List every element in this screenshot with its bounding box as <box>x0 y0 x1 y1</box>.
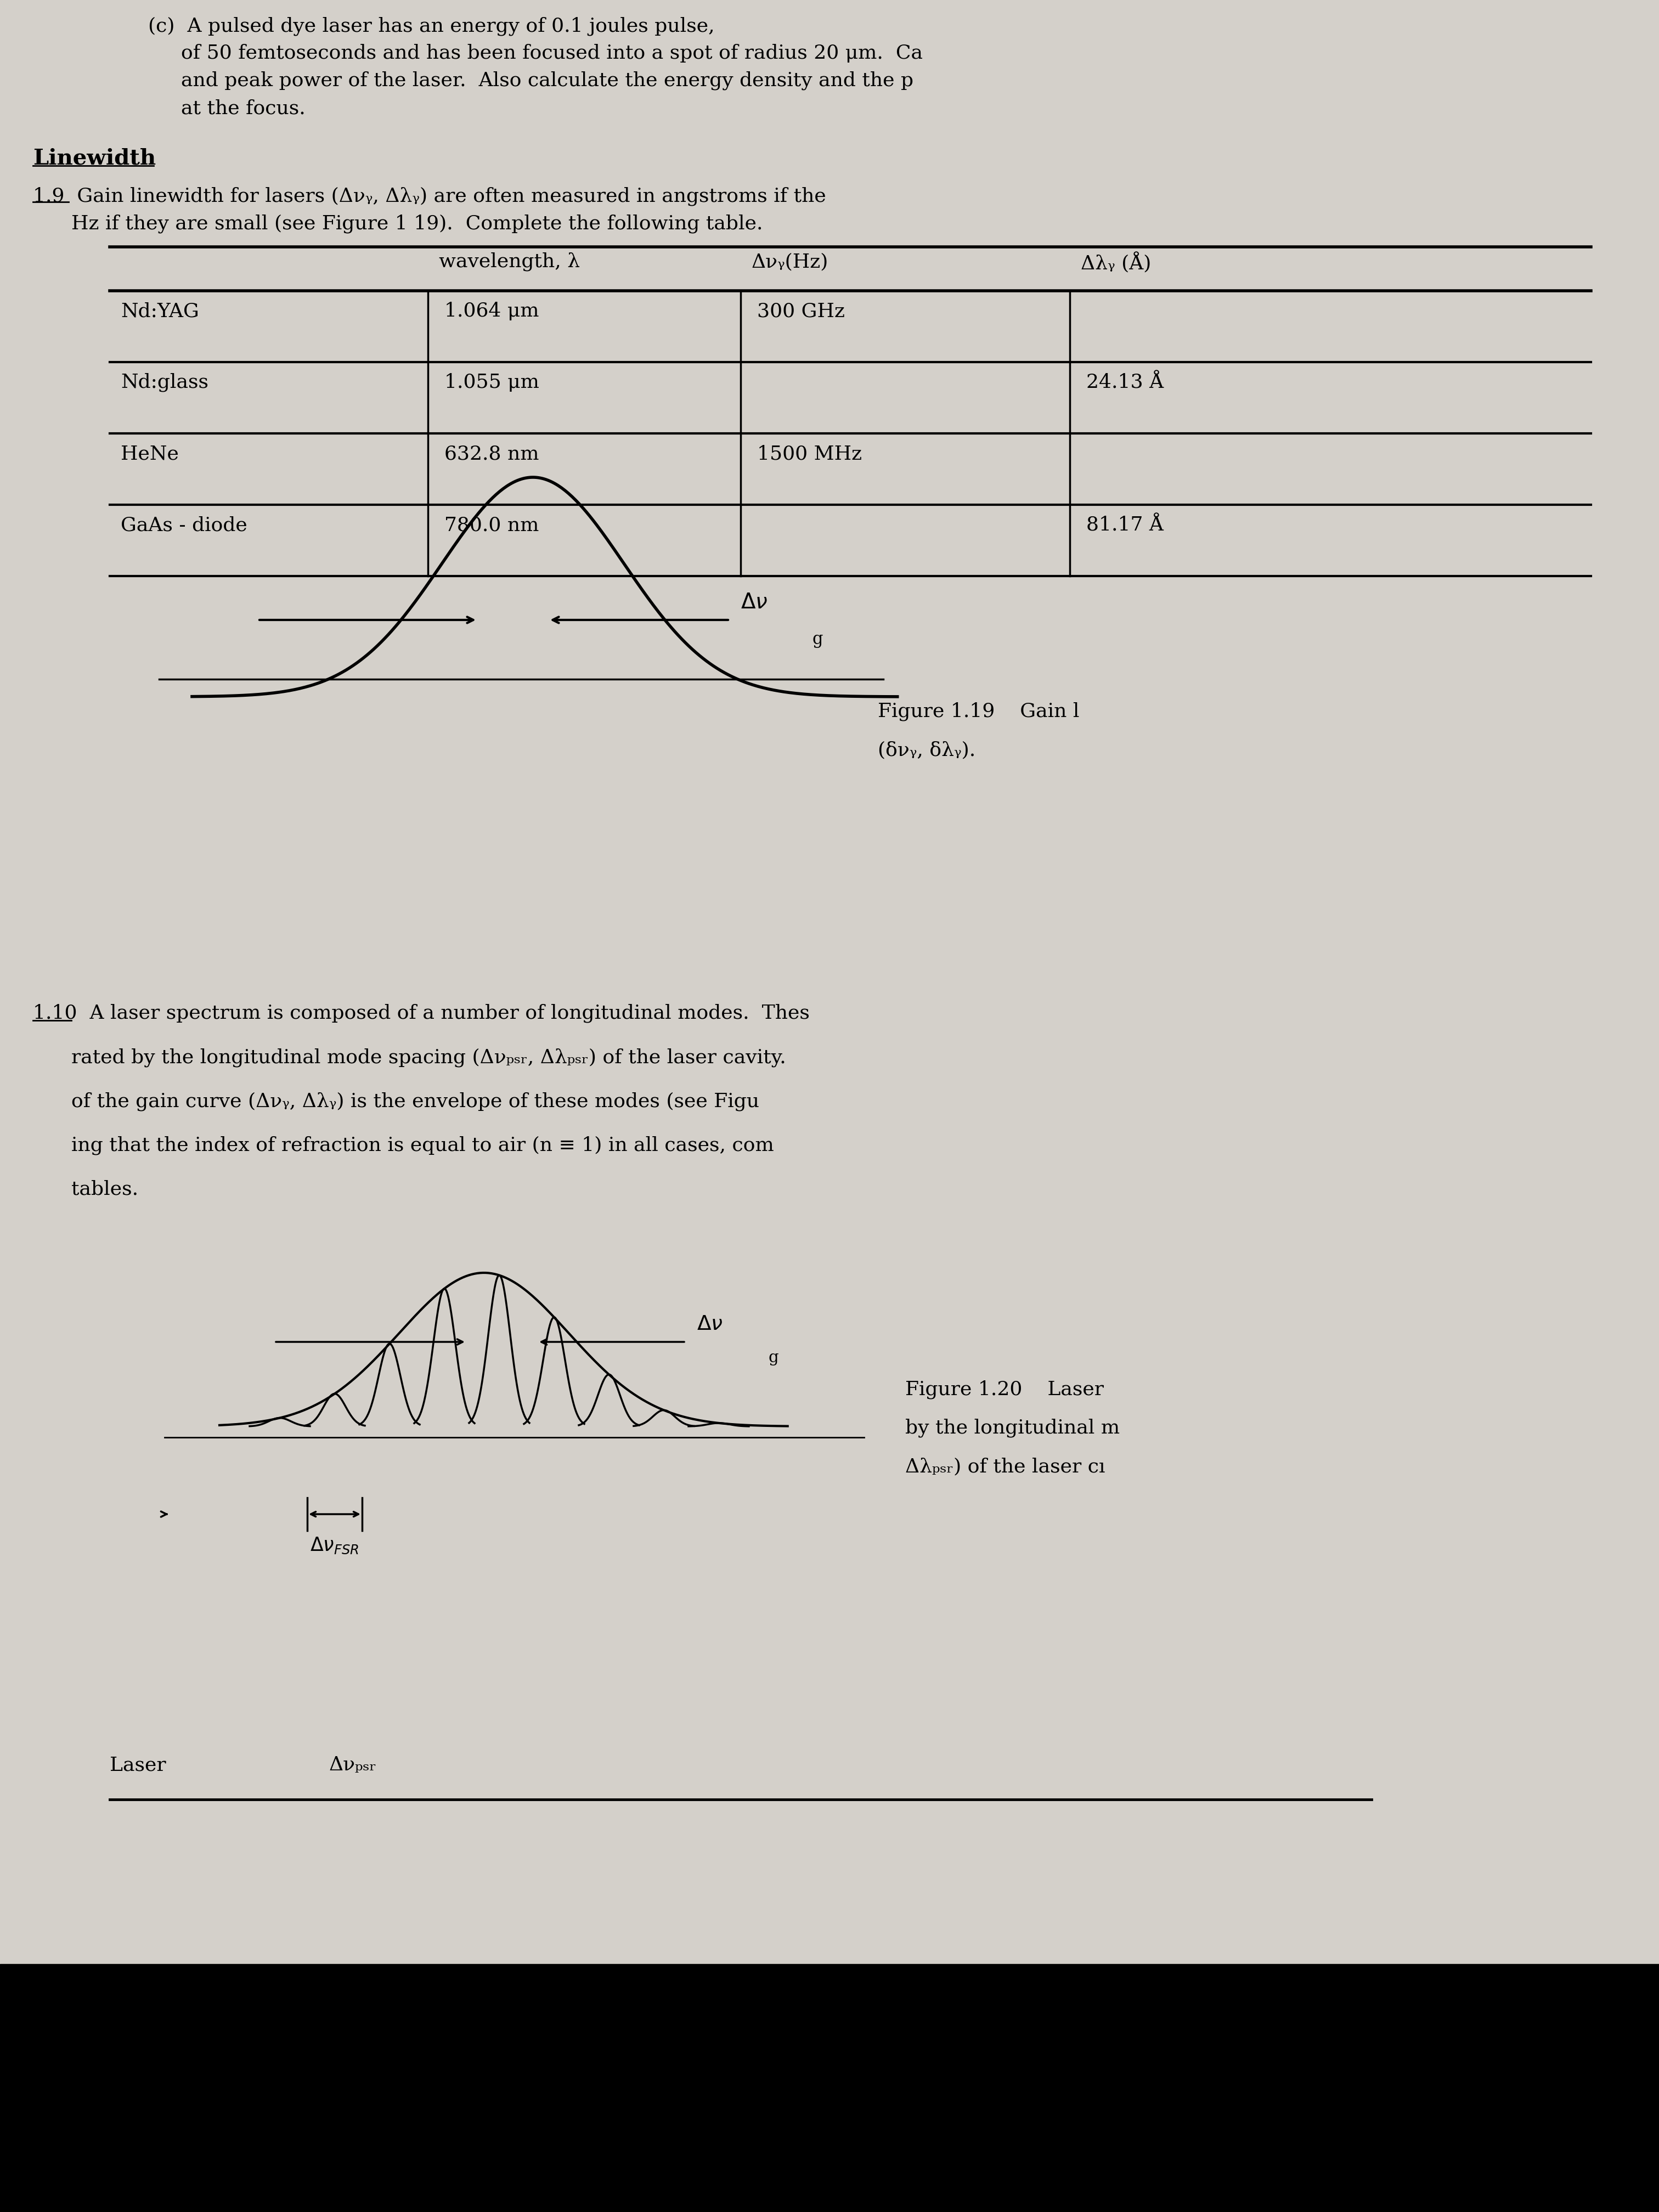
Text: of the gain curve (Δνᵧ, Δλᵧ) is the envelope of these modes (see Figu: of the gain curve (Δνᵧ, Δλᵧ) is the enve… <box>71 1093 760 1110</box>
Text: Nd:YAG: Nd:YAG <box>121 301 199 321</box>
Text: and peak power of the laser.  Also calculate the energy density and the p: and peak power of the laser. Also calcul… <box>181 71 914 91</box>
Text: 300 GHz: 300 GHz <box>757 301 844 321</box>
Text: 632.8 nm: 632.8 nm <box>445 445 539 462</box>
Text: Nd:glass: Nd:glass <box>121 374 209 392</box>
Text: Δνᵧ(Hz): Δνᵧ(Hz) <box>752 252 828 272</box>
Text: Figure 1.19    Gain l: Figure 1.19 Gain l <box>878 701 1080 721</box>
Text: (δνᵧ, δλᵧ).: (δνᵧ, δλᵧ). <box>878 741 975 759</box>
Text: tables.: tables. <box>71 1179 138 1199</box>
Text: g: g <box>768 1349 778 1365</box>
Bar <box>0 1964 1659 2212</box>
Text: 24.13 Å: 24.13 Å <box>1087 374 1163 392</box>
Text: at the focus.: at the focus. <box>181 100 305 117</box>
Text: $\Delta\nu$: $\Delta\nu$ <box>697 1314 723 1334</box>
Text: wavelength, λ: wavelength, λ <box>440 252 581 272</box>
Text: ing that the index of refraction is equal to air (n ≡ 1) in all cases, com: ing that the index of refraction is equa… <box>71 1135 775 1155</box>
Text: 1.9  Gain linewidth for lasers (Δνᵧ, Δλᵧ) are often measured in angstroms if the: 1.9 Gain linewidth for lasers (Δνᵧ, Δλᵧ)… <box>33 186 826 206</box>
Text: ): ) <box>813 2183 820 2201</box>
Text: Laser: Laser <box>109 1756 166 1774</box>
Text: GaAs - diode: GaAs - diode <box>121 515 247 535</box>
Text: g: g <box>811 630 823 648</box>
Text: Hz if they are small (see Figure 1 19).  Complete the following table.: Hz if they are small (see Figure 1 19). … <box>71 215 763 232</box>
Text: 1.055 μm: 1.055 μm <box>445 374 539 392</box>
Text: rated by the longitudinal mode spacing (Δνₚₛᵣ, Δλₚₛᵣ) of the laser cavity.: rated by the longitudinal mode spacing (… <box>71 1048 786 1066</box>
Text: Δνₚₛᵣ: Δνₚₛᵣ <box>328 1756 377 1774</box>
Text: Figure 1.20    Laser: Figure 1.20 Laser <box>906 1380 1103 1400</box>
Text: 1.10  A laser spectrum is composed of a number of longitudinal modes.  Thes: 1.10 A laser spectrum is composed of a n… <box>33 1004 810 1022</box>
Text: of 50 femtoseconds and has been focused into a spot of radius 20 μm.  Ca: of 50 femtoseconds and has been focused … <box>181 44 922 62</box>
Text: (c)  A pulsed dye laser has an energy of 0.1 joules pulse,: (c) A pulsed dye laser has an energy of … <box>148 15 715 35</box>
Text: Δλₚₛᵣ) of the laser cı: Δλₚₛᵣ) of the laser cı <box>906 1458 1105 1475</box>
Text: $\Delta\nu_{FSR}$: $\Delta\nu_{FSR}$ <box>310 1535 358 1555</box>
Text: 780.0 nm: 780.0 nm <box>445 515 539 535</box>
Text: 81.17 Å: 81.17 Å <box>1087 515 1163 535</box>
Text: $\Delta\nu$: $\Delta\nu$ <box>740 593 768 613</box>
Text: HeNe: HeNe <box>121 445 179 462</box>
Text: 1.064 μm: 1.064 μm <box>445 301 539 321</box>
Text: 1500 MHz: 1500 MHz <box>757 445 863 462</box>
Text: by the longitudinal m: by the longitudinal m <box>906 1418 1120 1438</box>
Text: Δλᵧ (Å): Δλᵧ (Å) <box>1080 252 1151 274</box>
Text: Linewidth: Linewidth <box>33 148 156 168</box>
